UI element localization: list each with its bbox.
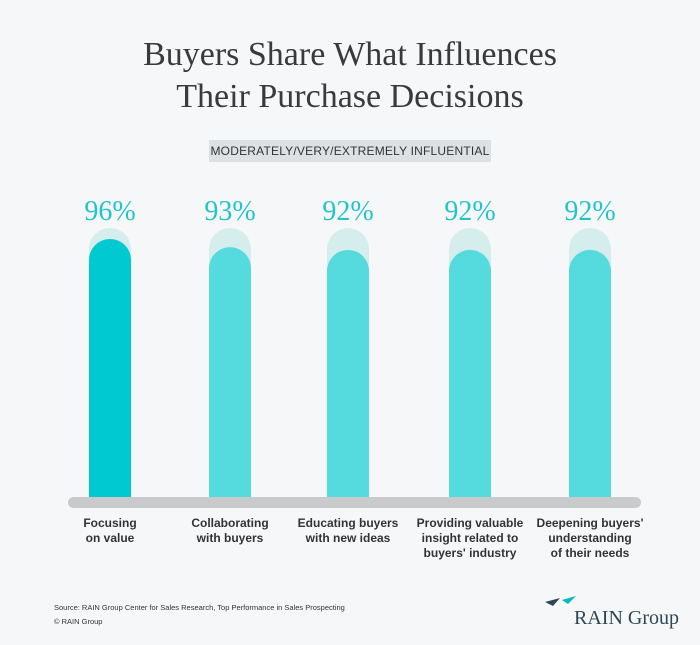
category-label: Focusing on value [83, 516, 137, 545]
category-label: Collaborating with buyers [191, 516, 269, 545]
chart-title: Buyers Share What Influences Their Purch… [143, 36, 557, 115]
logo: RAIN Group [574, 607, 679, 629]
value-label: 92% [444, 196, 495, 227]
logo-mark [562, 596, 576, 604]
bar [569, 249, 611, 502]
bar [327, 249, 369, 502]
category-label: Educating buyers with new ideas [297, 516, 399, 545]
copyright: © RAIN Group [54, 617, 103, 626]
bar [209, 247, 251, 502]
category-label: Deepening buyers' understanding of their… [536, 516, 644, 560]
chart-subtitle: MODERATELY/VERY/EXTREMELY INFLUENTIAL [209, 140, 491, 162]
value-label: 92% [322, 196, 373, 227]
value-label: 92% [564, 196, 615, 227]
source-note: Source: RAIN Group Center for Sales Rese… [54, 603, 345, 612]
category-label: Providing valuable insight related to bu… [416, 516, 524, 560]
value-label: 93% [204, 196, 255, 227]
logo-mark [545, 598, 560, 606]
bar [449, 249, 491, 502]
value-label: 96% [84, 196, 135, 227]
baseline [68, 497, 641, 508]
bar [89, 238, 131, 502]
